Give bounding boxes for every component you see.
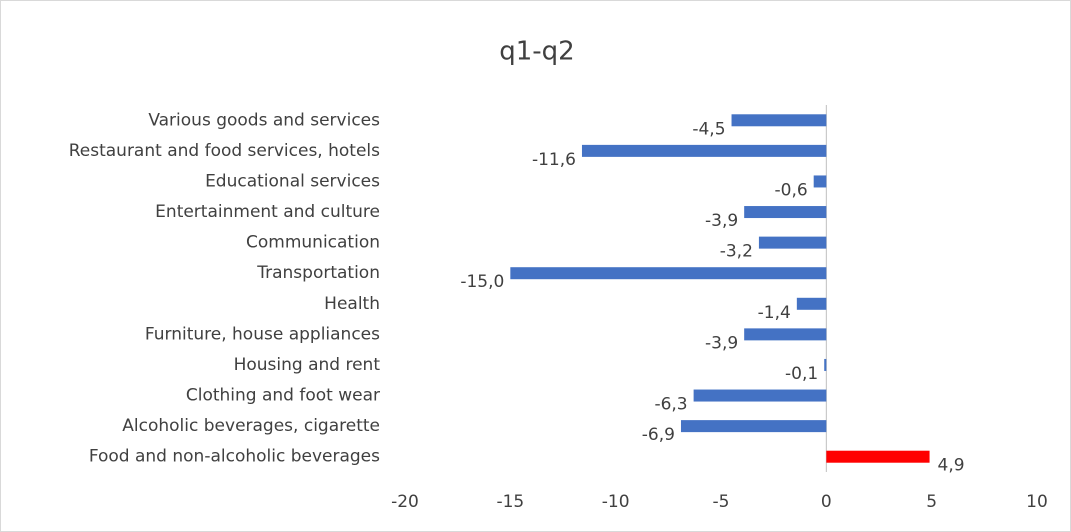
value-label: -0,6 xyxy=(775,180,808,200)
bar xyxy=(758,236,827,249)
y-tick-label: Alcoholic beverages, cigarette xyxy=(122,416,380,436)
y-tick-label: Food and non-alcoholic beverages xyxy=(89,447,380,467)
bar xyxy=(796,297,827,310)
value-label: -6,9 xyxy=(642,425,675,445)
x-tick-label: -15 xyxy=(496,492,524,512)
y-tick-label: Housing and rent xyxy=(234,355,381,375)
bar xyxy=(744,328,827,341)
x-tick-label: -10 xyxy=(602,492,630,512)
value-label: -4,5 xyxy=(692,119,725,139)
bar xyxy=(510,267,827,280)
value-label: -3,9 xyxy=(705,211,738,231)
chart-title: q1-q2 xyxy=(499,37,574,67)
bar xyxy=(824,358,827,371)
x-tick-label: 10 xyxy=(1026,492,1048,512)
value-label: -15,0 xyxy=(460,272,504,292)
value-label: -3,2 xyxy=(720,242,753,262)
value-label: -0,1 xyxy=(785,364,818,384)
y-tick-label: Clothing and foot wear xyxy=(186,386,380,406)
y-tick-label: Furniture, house appliances xyxy=(145,324,380,344)
value-label: -1,4 xyxy=(758,303,791,323)
x-tick-label: 0 xyxy=(821,492,832,512)
value-label: -6,3 xyxy=(654,395,687,415)
value-label: -11,6 xyxy=(532,150,576,170)
y-tick-label: Transportation xyxy=(256,263,380,283)
bar xyxy=(731,114,827,127)
bar xyxy=(680,420,827,433)
y-tick-label: Health xyxy=(324,294,380,314)
y-tick-label: Communication xyxy=(246,233,380,253)
x-tick-label: 5 xyxy=(926,492,937,512)
bar xyxy=(826,450,930,463)
x-tick-label: -20 xyxy=(391,492,419,512)
value-label: -3,9 xyxy=(705,333,738,353)
y-tick-label: Educational services xyxy=(205,171,380,191)
bar xyxy=(744,206,827,219)
y-tick-label: Various goods and services xyxy=(148,110,380,130)
x-tick-label: -5 xyxy=(713,492,730,512)
bar xyxy=(813,175,827,188)
y-tick-label: Entertainment and culture xyxy=(155,202,380,222)
bar xyxy=(581,144,827,157)
value-label: 4,9 xyxy=(938,456,965,476)
bar xyxy=(693,389,827,402)
y-tick-label: Restaurant and food services, hotels xyxy=(69,141,380,161)
